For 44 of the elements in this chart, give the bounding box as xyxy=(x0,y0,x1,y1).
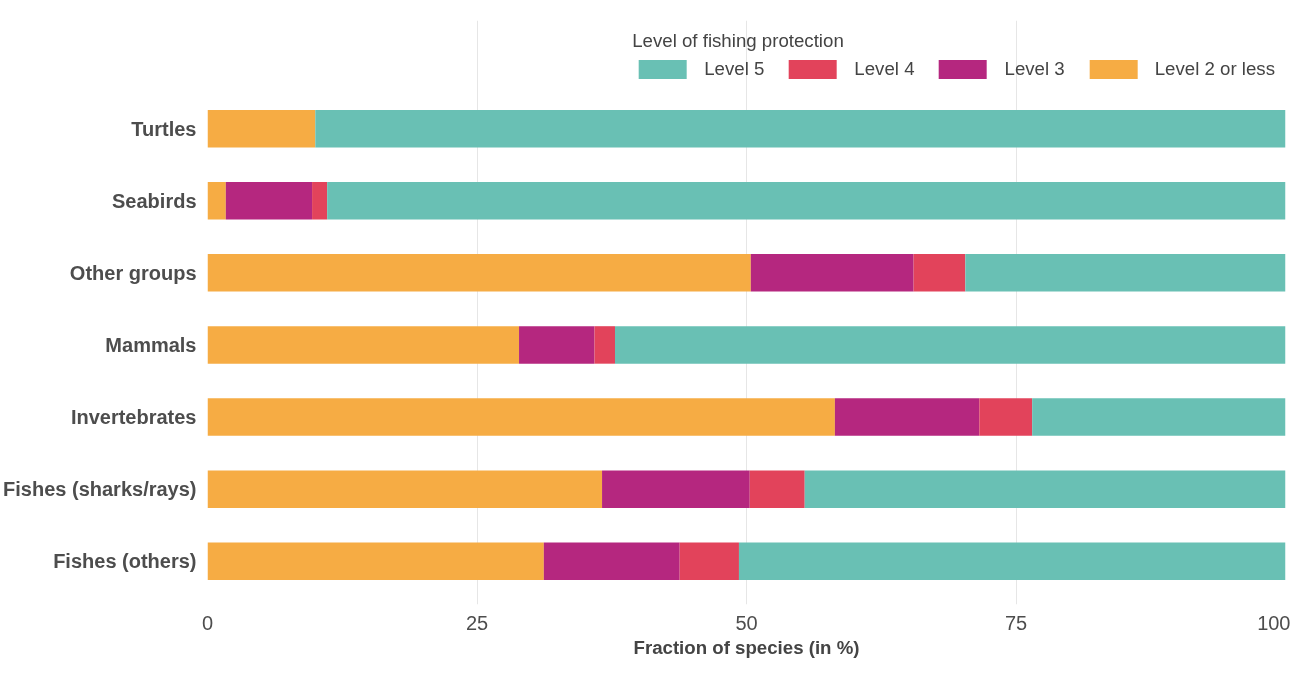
y-tick-label: Mammals xyxy=(105,333,197,356)
x-tick-label: 75 xyxy=(1004,611,1028,634)
bar xyxy=(207,109,316,148)
bar xyxy=(804,470,1286,508)
bar xyxy=(543,542,680,580)
legend-label: Level 4 xyxy=(854,58,915,80)
x-tick-label: 25 xyxy=(465,611,489,634)
bar xyxy=(749,470,805,508)
y-tick-label: Seabirds xyxy=(112,189,197,212)
bar xyxy=(965,254,1286,292)
bar xyxy=(225,182,313,220)
y-tick-label: Invertebrates xyxy=(70,406,197,429)
bar xyxy=(207,542,544,580)
bar xyxy=(207,254,751,292)
bar xyxy=(207,326,520,364)
bar xyxy=(614,326,1286,364)
bar xyxy=(312,182,328,220)
bar xyxy=(207,470,603,508)
bar xyxy=(679,542,739,580)
x-tick-label: 0 xyxy=(201,611,214,634)
bar xyxy=(979,398,1033,436)
bar xyxy=(738,542,1286,580)
bar xyxy=(602,470,750,508)
bar xyxy=(1032,398,1286,436)
x-tick-label: 50 xyxy=(735,611,758,634)
bar xyxy=(913,254,966,292)
bar xyxy=(207,398,835,436)
legend-label: Level 5 xyxy=(704,58,765,80)
bar xyxy=(594,326,615,364)
y-tick-label: Turtles xyxy=(131,117,197,140)
x-axis-title: Fraction of species (in %) xyxy=(633,636,860,658)
y-tick-label: Fishes (others) xyxy=(53,550,197,573)
legend-label: Level 3 xyxy=(1004,58,1065,80)
bar xyxy=(834,398,980,436)
bar xyxy=(750,254,914,292)
y-tick-label: Other groups xyxy=(69,261,197,284)
legend-label: Level 2 or less xyxy=(1154,58,1275,80)
y-tick-label: Fishes (sharks/rays) xyxy=(3,478,197,501)
bar xyxy=(315,109,1286,148)
legend-title: Level of fishing protection xyxy=(632,30,845,52)
bar xyxy=(207,182,226,220)
x-tick-label: 100 xyxy=(1257,611,1291,634)
bar xyxy=(327,182,1286,220)
bar xyxy=(519,326,595,364)
